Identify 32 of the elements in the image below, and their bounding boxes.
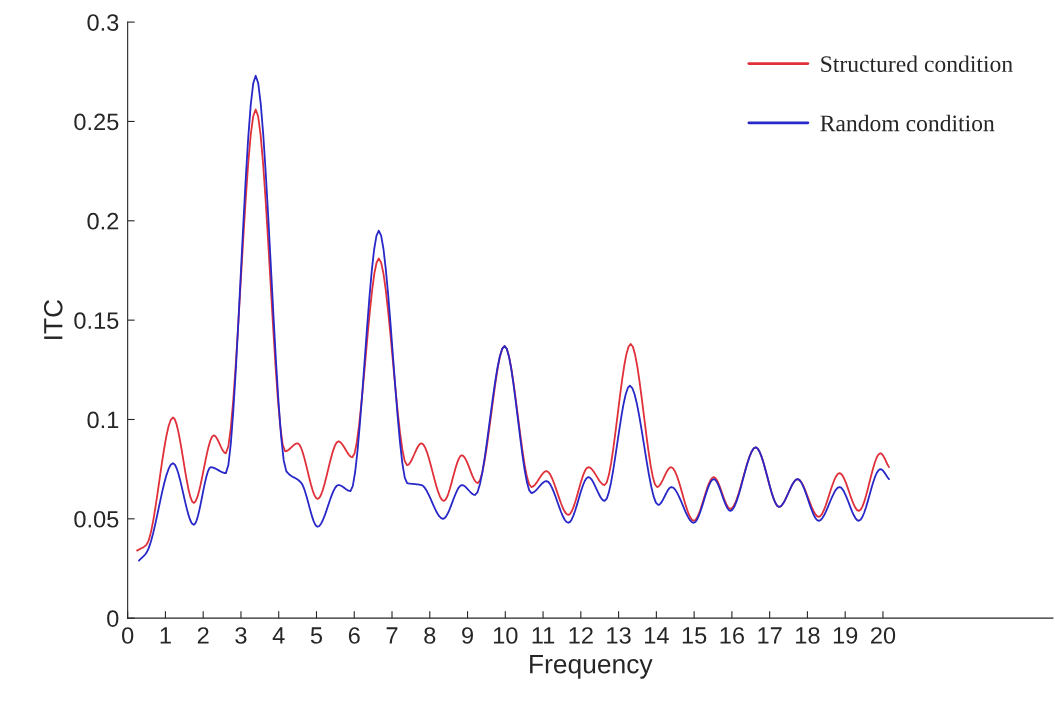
y-tick-label: 0.05 (74, 510, 119, 528)
x-tick-label: 4 (272, 627, 285, 644)
x-tick-label: 8 (424, 627, 436, 644)
y-axis-title: ITC (43, 299, 63, 339)
x-tick-label: 7 (386, 627, 398, 644)
x-tick-label: 11 (532, 627, 555, 644)
x-tick-label: 2 (197, 627, 209, 644)
x-tick-label: 15 (682, 627, 707, 644)
x-tick-label: 3 (235, 627, 247, 644)
x-tick-label: 12 (569, 627, 593, 644)
x-tick-label: 5 (310, 627, 323, 644)
x-tick-label: 10 (493, 627, 518, 644)
x-tick-label: 14 (645, 627, 669, 644)
x-tick-label: 19 (833, 627, 858, 644)
x-tick-label: 13 (607, 627, 631, 644)
y-tick-label: 0.25 (74, 113, 119, 131)
x-axis-title: Frequency (530, 655, 653, 679)
x-tick-label: 0 (122, 627, 134, 644)
legend-label: Structured condition (821, 55, 1013, 73)
x-tick-label: 16 (720, 627, 744, 644)
x-tick-label: 20 (871, 627, 896, 644)
x-tick-label: 6 (348, 627, 360, 644)
x-tick-label: 9 (462, 627, 473, 644)
y-tick-label: 0.15 (74, 312, 119, 329)
y-tick-label: 0.3 (87, 14, 119, 31)
x-tick-label: 17 (758, 627, 782, 644)
legend-label: Random condition (820, 114, 995, 132)
x-tick-label: 1 (160, 627, 171, 644)
y-tick-label: 0.1 (87, 411, 119, 429)
y-tick-label: 0 (107, 610, 119, 627)
x-tick-label: 18 (796, 627, 820, 644)
y-tick-label: 0.2 (87, 212, 119, 230)
